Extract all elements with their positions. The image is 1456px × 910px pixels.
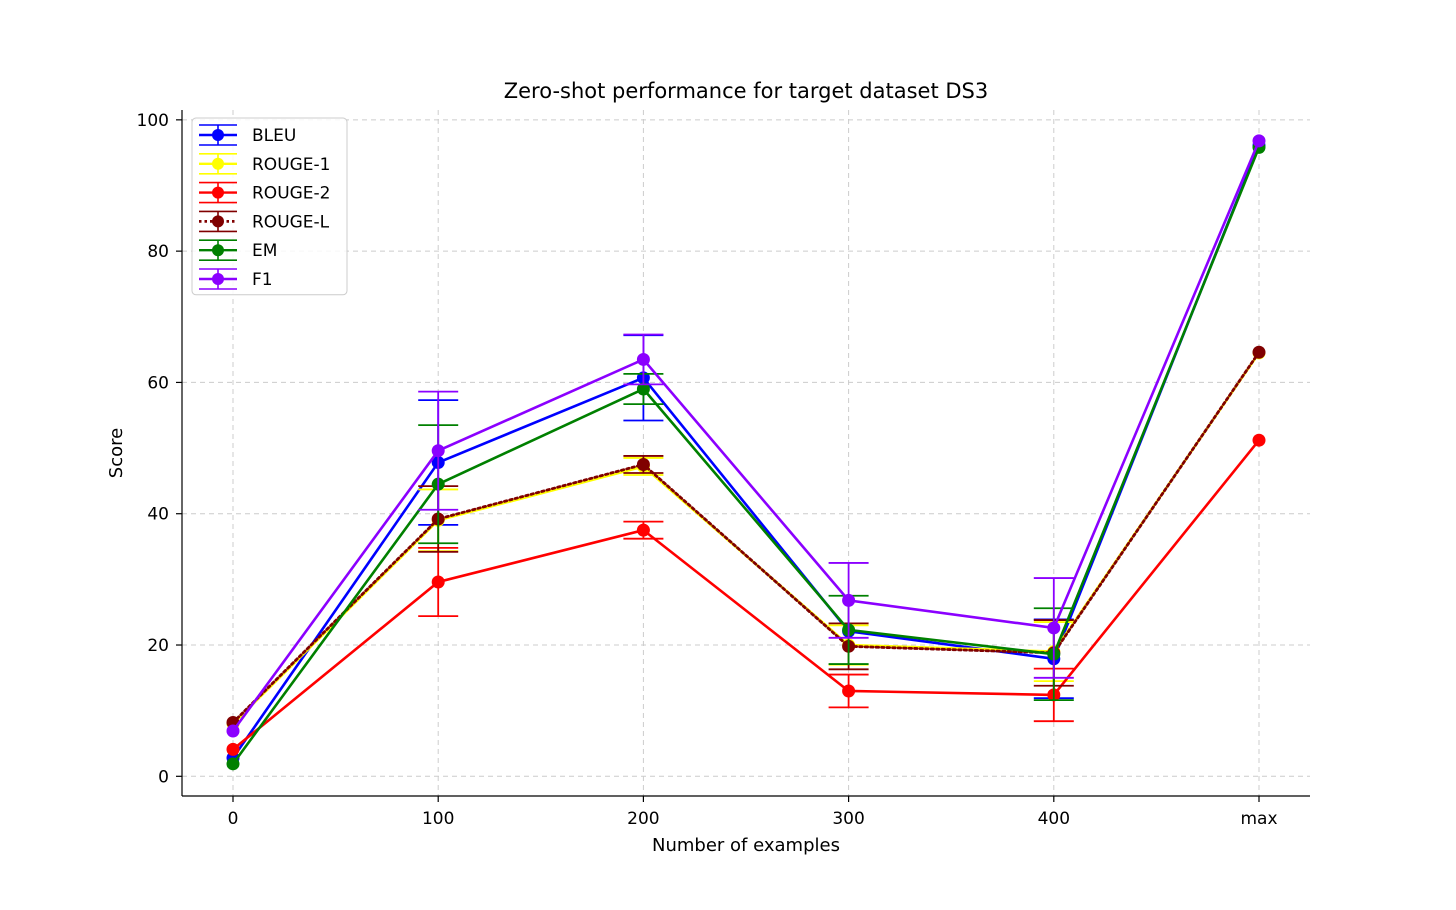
grid xyxy=(182,110,1310,796)
data-point-f1 xyxy=(226,724,240,738)
data-point-rouge-2 xyxy=(431,575,445,589)
series-rouge-1 xyxy=(226,346,1266,731)
data-point-rouge-2 xyxy=(226,742,240,756)
legend-marker xyxy=(212,273,224,285)
y-tick-label: 0 xyxy=(158,767,169,787)
legend-item-em: EM xyxy=(199,239,277,261)
legend-marker xyxy=(212,215,224,228)
y-axis-label: Score xyxy=(106,428,127,478)
legend-marker xyxy=(212,244,224,257)
y-tick-label: 40 xyxy=(147,505,169,525)
x-tick-label: 300 xyxy=(832,809,864,829)
series-line-em xyxy=(231,146,1261,765)
legend-marker xyxy=(212,129,224,141)
y-tick-label: 100 xyxy=(137,111,169,131)
legend-label: EM xyxy=(252,241,277,261)
y-ticks: 0 20 40 60 80 100 xyxy=(137,111,182,787)
series-layer xyxy=(226,134,1266,771)
x-tick-label: 100 xyxy=(422,809,454,829)
y-tick-label: 20 xyxy=(147,636,169,656)
data-point-f1 xyxy=(431,444,445,458)
data-point-rouge-2 xyxy=(842,684,856,698)
legend-marker xyxy=(212,186,224,199)
data-point-rouge-2 xyxy=(636,523,650,537)
series-line-f1 xyxy=(231,140,1261,732)
legend-item-bleu: BLEU xyxy=(199,124,296,146)
legend-item-rouge-1: ROUGE-1 xyxy=(199,153,331,175)
data-point-em xyxy=(636,382,650,396)
data-point-rouge-l xyxy=(636,457,650,471)
legend-label: F1 xyxy=(252,270,273,290)
legend: BLEU ROUGE-1 ROUGE-2 ROUGE-L EM F1 xyxy=(191,117,348,296)
x-tick-label: 200 xyxy=(627,809,659,829)
legend-label: ROUGE-L xyxy=(252,212,330,232)
legend-item-rouge-l: ROUGE-L xyxy=(199,210,330,232)
series-rouge-l xyxy=(226,345,1266,729)
series-line-rouge-l xyxy=(231,350,1261,724)
series-em xyxy=(226,140,1266,771)
x-tick-label: 400 xyxy=(1038,809,1070,829)
data-point-rouge-l xyxy=(1252,345,1266,359)
y-tick-label: 80 xyxy=(147,242,169,262)
data-point-f1 xyxy=(636,352,650,366)
data-point-em xyxy=(226,757,240,771)
series-rouge-2 xyxy=(226,433,1266,756)
x-tick-label: 0 xyxy=(228,809,239,829)
series-bleu xyxy=(226,138,1266,765)
legend-item-f1: F1 xyxy=(199,268,273,290)
legend-label: BLEU xyxy=(252,126,296,146)
data-point-rouge-2 xyxy=(1252,433,1266,447)
x-axis-label: Number of examples xyxy=(652,835,840,856)
legend-marker xyxy=(212,157,224,170)
data-point-f1 xyxy=(1047,621,1061,635)
y-tick-label: 60 xyxy=(147,373,169,393)
x-tick-label: max xyxy=(1240,809,1277,829)
chart-title: Zero-shot performance for target dataset… xyxy=(504,79,988,103)
series-line-rouge-2 xyxy=(232,439,1261,751)
x-ticks: 0 100 200 300 400 max xyxy=(228,796,1278,829)
legend-item-rouge-2: ROUGE-2 xyxy=(199,181,331,204)
data-point-f1 xyxy=(1252,134,1266,148)
legend-label: ROUGE-2 xyxy=(252,184,331,204)
series-f1 xyxy=(226,134,1266,738)
series-line-bleu xyxy=(231,144,1261,759)
legend-label: ROUGE-1 xyxy=(252,155,331,175)
data-point-f1 xyxy=(842,593,856,607)
